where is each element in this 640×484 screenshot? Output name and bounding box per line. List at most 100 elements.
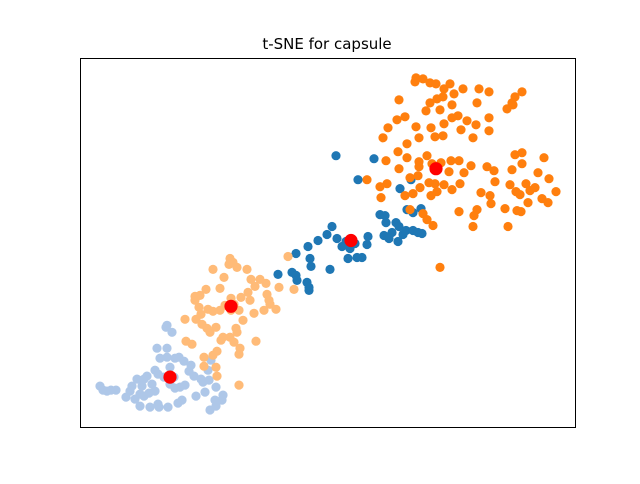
scatter-point — [322, 229, 332, 240]
scatter-point — [458, 84, 468, 94]
scatter-point — [428, 220, 438, 231]
scatter-point — [191, 391, 201, 401]
scatter-point — [378, 133, 388, 143]
scatter-point — [337, 241, 347, 252]
scatter-point — [430, 132, 440, 142]
scatter-point — [426, 123, 436, 133]
scatter-point — [422, 151, 432, 161]
scatter-point — [393, 236, 403, 247]
scatter-point — [200, 387, 210, 397]
scatter-point — [343, 253, 353, 264]
scatter-point — [408, 189, 418, 199]
scatter-point — [454, 207, 464, 217]
scatter-point — [431, 79, 441, 89]
scatter-point — [127, 381, 137, 391]
scatter-point — [238, 315, 248, 325]
scatter-point — [471, 120, 481, 130]
scatter-point — [393, 147, 403, 157]
scatter-point — [484, 87, 494, 97]
scatter-point — [292, 275, 302, 285]
scatter-point — [405, 173, 415, 183]
scatter-point — [231, 323, 241, 333]
centroid-point — [429, 162, 443, 176]
scatter-point — [402, 153, 412, 163]
scatter-point — [180, 314, 190, 324]
scatter-point — [150, 386, 160, 396]
scatter-point — [306, 261, 316, 271]
scatter-point — [216, 335, 226, 345]
scatter-point — [135, 401, 145, 411]
scatter-point — [210, 395, 220, 405]
scatter-point — [137, 381, 147, 391]
scatter-point — [243, 287, 253, 297]
scatter-point — [208, 350, 218, 360]
scatter-point — [132, 374, 142, 384]
scatter-point — [170, 383, 180, 393]
scatter-point — [376, 193, 386, 203]
scatter-point — [439, 84, 449, 94]
chart-title: t-SNE for capsule — [262, 35, 391, 53]
scatter-point — [447, 100, 457, 110]
scatter-point — [196, 309, 206, 319]
centroid-point — [344, 233, 358, 248]
scatter-point — [265, 299, 275, 309]
scatter-point — [414, 133, 424, 143]
scatter-point — [466, 161, 476, 171]
scatter-point — [273, 269, 283, 279]
scatter-point — [456, 125, 466, 135]
scatter-point — [177, 395, 187, 405]
scatter-point — [439, 180, 449, 190]
scatter-point — [261, 278, 271, 288]
scatter-point — [394, 221, 404, 232]
scatter-point — [155, 353, 165, 363]
scatter-point — [289, 284, 299, 294]
scatter-point — [234, 380, 244, 390]
scatter-point — [212, 371, 222, 381]
scatter-point — [523, 198, 533, 208]
scatter-point — [425, 98, 435, 108]
scatter-point — [199, 352, 209, 362]
scatter-point — [181, 336, 191, 346]
scatter-point — [291, 248, 301, 259]
scatter-point — [245, 295, 255, 305]
scatter-point — [250, 281, 260, 291]
scatter-point — [382, 179, 392, 189]
scatter-point — [190, 291, 200, 301]
scatter-point — [455, 179, 465, 189]
scatter-point — [530, 183, 540, 193]
scatter-point — [476, 188, 486, 198]
scatter-point — [121, 392, 131, 402]
scatter-point — [165, 362, 175, 372]
scatter-point — [305, 253, 315, 264]
scatter-point — [544, 174, 554, 184]
scatter-point — [249, 308, 259, 318]
scatter-point — [383, 123, 393, 133]
scatter-point — [363, 231, 373, 242]
scatter-point — [380, 211, 390, 221]
scatter-point — [449, 89, 459, 99]
scatter-point — [447, 113, 457, 123]
scatter-point — [145, 402, 155, 412]
scatter-point — [225, 332, 235, 342]
scatter-point — [503, 221, 513, 232]
scatter-point — [189, 371, 199, 381]
scatter-point — [422, 215, 432, 225]
scatter-point — [394, 95, 404, 105]
centroids-layer — [163, 162, 443, 384]
scatter-point — [152, 343, 162, 353]
scatter-point — [196, 374, 206, 384]
scatter-point — [517, 148, 527, 158]
scatter-point — [219, 272, 229, 282]
series-0 — [273, 151, 427, 295]
series-1 — [362, 73, 561, 272]
scatter-point — [215, 283, 225, 293]
scatter-point — [484, 126, 494, 136]
scatter-point — [369, 154, 379, 164]
scatter-point — [274, 282, 284, 292]
scatter-point — [142, 371, 152, 381]
scatter-point — [500, 204, 510, 214]
scatter-point — [405, 205, 415, 215]
scatter-point — [167, 327, 177, 337]
scatter-point — [418, 74, 428, 84]
